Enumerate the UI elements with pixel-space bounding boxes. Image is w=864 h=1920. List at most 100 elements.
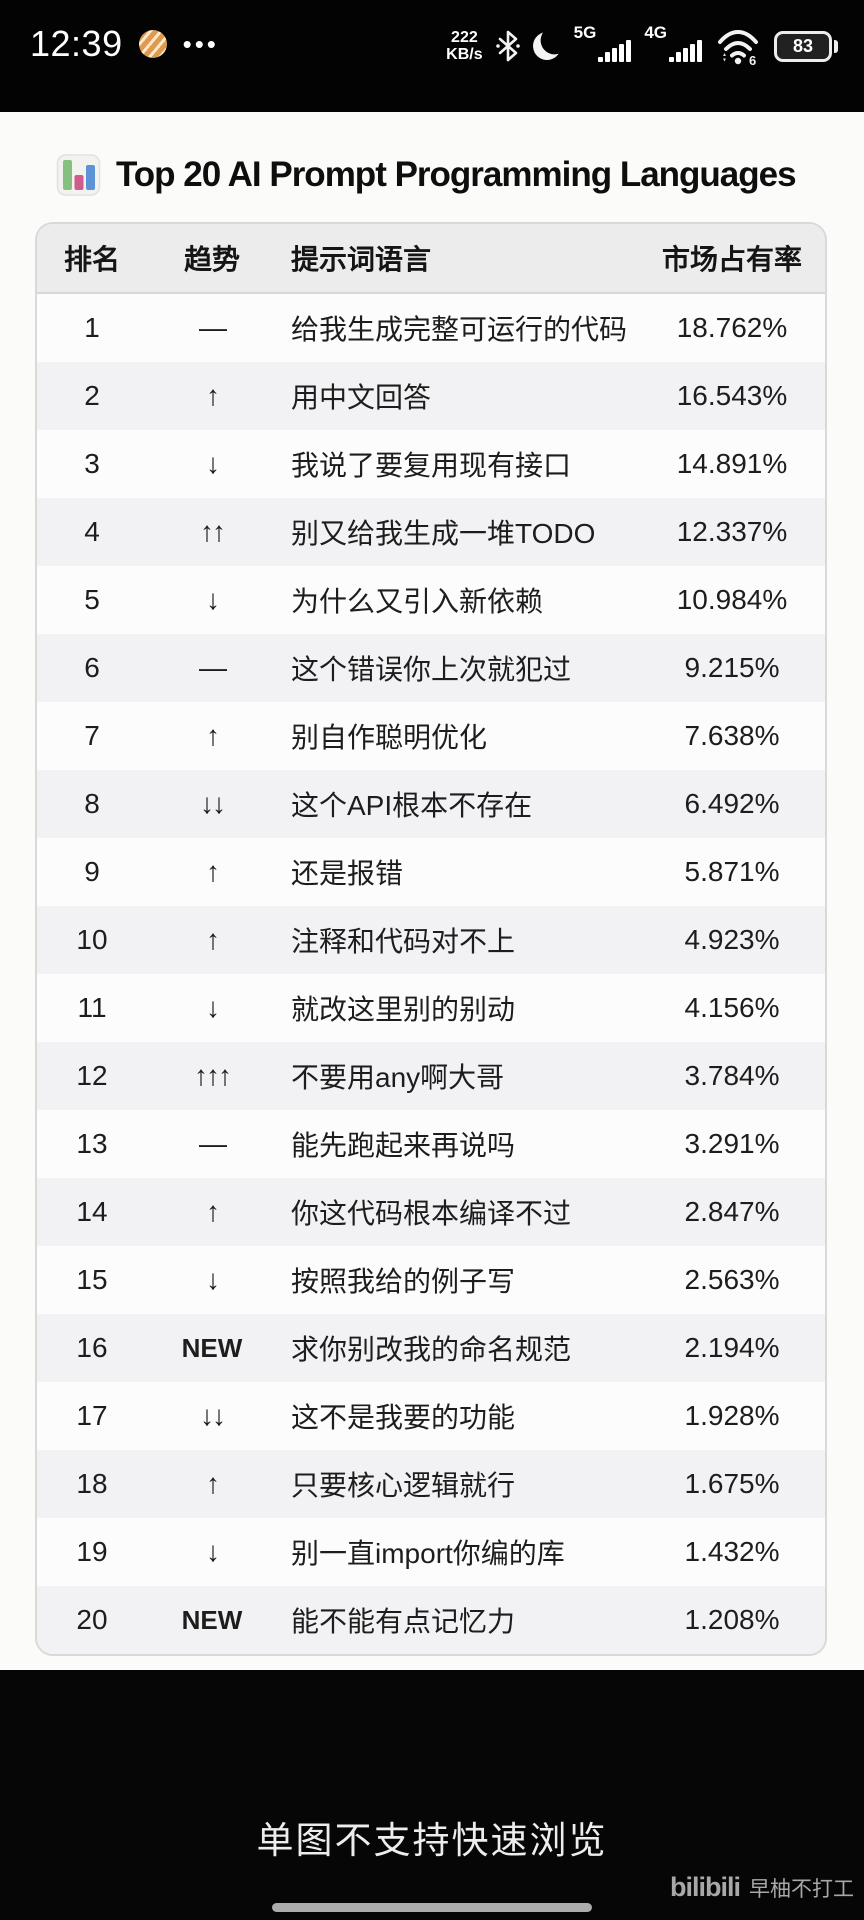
table-row: 13 — 能先跑起来再说吗 3.291%	[37, 1110, 825, 1178]
cell-rank: 12	[76, 1060, 108, 1091]
cell-share: 16.543%	[676, 380, 788, 411]
notification-app-icon	[138, 30, 167, 58]
status-time: 12:39	[30, 23, 123, 64]
cell-rank: 11	[77, 992, 107, 1023]
page-title: Top 20 AI Prompt Programming Languages	[116, 155, 797, 194]
cell-share: 4.156%	[684, 992, 780, 1023]
battery-icon: 83	[774, 30, 838, 62]
cell-prompt: 为什么又引入新依赖	[291, 586, 544, 617]
bar-chart-icon	[56, 154, 101, 196]
cell-prompt: 还是报错	[291, 858, 404, 889]
cell-rank: 7	[84, 720, 100, 751]
cell-trend: ↓	[206, 448, 220, 479]
cell-prompt: 只要核心逻辑就行	[291, 1470, 516, 1501]
table-row: 8 ↓↓ 这个API根本不存在 6.492%	[37, 770, 825, 838]
cell-rank: 14	[76, 1196, 108, 1227]
wifi-icon: 6	[715, 27, 761, 65]
watermark-username: 早柚不打工	[749, 1878, 854, 1901]
cell-rank: 1	[84, 312, 100, 343]
cell-rank: 9	[84, 856, 100, 887]
cell-rank: 5	[84, 584, 100, 615]
cell-trend: ↑	[206, 856, 220, 887]
cell-prompt: 别自作聪明优化	[291, 722, 488, 753]
table-row: 4 ↑↑ 别又给我生成一堆TODO 12.337%	[37, 498, 825, 566]
table-row: 17 ↓↓ 这不是我要的功能 1.928%	[37, 1382, 825, 1450]
cell-trend: —	[199, 652, 227, 683]
cell-prompt: 求你别改我的命名规范	[291, 1334, 572, 1365]
more-notifications-icon: •••	[182, 29, 219, 59]
cell-share: 1.208%	[684, 1604, 780, 1635]
table-row: 20 NEW 能不能有点记忆力 1.208%	[37, 1586, 825, 1654]
cell-share: 12.337%	[676, 516, 788, 547]
table-row: 11 ↓ 就改这里别的别动 4.156%	[37, 974, 825, 1042]
ranking-table: 排名 趋势 提示词语言 市场占有率 1 — 给我生成完整可运行的代码 18.762% 2…	[35, 222, 827, 1656]
cell-rank: 20	[76, 1604, 108, 1635]
cell-prompt: 我说了要复用现有接口	[291, 450, 572, 481]
bluetooth-icon	[495, 29, 520, 63]
battery-percent: 83	[774, 30, 832, 62]
cell-share: 5.871%	[684, 856, 780, 887]
wifi-standard-label: 6	[749, 53, 756, 65]
cell-prompt: 不要用any啊大哥	[291, 1062, 505, 1093]
table-row: 19 ↓ 别一直import你编的库 1.432%	[37, 1518, 825, 1586]
cell-trend: NEW	[181, 1604, 243, 1635]
cell-share: 18.762%	[676, 312, 788, 343]
cell-trend: ↓↓	[200, 1400, 226, 1431]
cell-rank: 17	[76, 1400, 108, 1431]
cell-prompt: 别一直import你编的库	[291, 1538, 565, 1569]
table-row: 18 ↑ 只要核心逻辑就行 1.675%	[37, 1450, 825, 1518]
column-header-rank: 排名	[63, 244, 120, 275]
do-not-disturb-moon-icon	[529, 28, 564, 63]
table-row: 5 ↓ 为什么又引入新依赖 10.984%	[37, 566, 825, 634]
table-row: 10 ↑ 注释和代码对不上 4.923%	[37, 906, 825, 974]
signal-bars-icon	[598, 40, 632, 68]
cell-rank: 16	[76, 1332, 108, 1363]
image-viewport[interactable]: Top 20 AI Prompt Programming Languages 排…	[0, 112, 864, 1670]
cell-prompt: 按照我给的例子写	[291, 1266, 516, 1297]
cell-trend: —	[199, 312, 227, 343]
table-row: 12 ↑↑↑ 不要用any啊大哥 3.784%	[37, 1042, 825, 1110]
cell-rank: 2	[84, 380, 100, 411]
cell-share: 1.928%	[684, 1400, 780, 1431]
cell-prompt: 能不能有点记忆力	[291, 1606, 516, 1637]
cell-share: 7.638%	[684, 720, 780, 751]
cell-trend: ↑↑↑	[194, 1060, 232, 1091]
cell-rank: 8	[84, 788, 100, 819]
cell-trend: ↓	[206, 1536, 220, 1567]
cell-trend: ↑	[206, 1468, 220, 1499]
cell-rank: 19	[76, 1536, 108, 1567]
cell-trend: ↑	[206, 924, 220, 955]
network-speed-value: 222	[451, 29, 478, 46]
cell-prompt: 这个API根本不存在	[291, 790, 533, 821]
cell-prompt: 给我生成完整可运行的代码	[291, 314, 628, 345]
cell-trend: ↓	[206, 584, 220, 615]
network-speed-unit: KB/s	[446, 46, 483, 63]
cell-share: 14.891%	[676, 448, 788, 479]
cell-prompt: 别又给我生成一堆TODO	[291, 518, 596, 549]
cell-share: 2.563%	[684, 1264, 780, 1295]
cell-share: 1.432%	[684, 1536, 780, 1567]
title-row: Top 20 AI Prompt Programming Languages	[0, 112, 864, 198]
column-header-prompt: 提示词语言	[291, 244, 432, 275]
network-type-label-5g: 5G	[573, 23, 597, 42]
cell-rank: 3	[84, 448, 100, 479]
cell-share: 3.784%	[684, 1060, 780, 1091]
cell-trend: ↓↓	[200, 788, 226, 819]
cell-prompt: 就改这里别的别动	[291, 994, 516, 1025]
viewer-footer: 单图不支持快速浏览 bilibili 早柚不打工	[0, 1670, 864, 1920]
cell-trend: —	[199, 1128, 227, 1159]
table-header: 排名 趋势 提示词语言 市场占有率	[37, 224, 825, 294]
cell-prompt: 这个错误你上次就犯过	[291, 654, 572, 685]
cell-trend: ↑	[206, 380, 220, 411]
cell-prompt: 你这代码根本编译不过	[291, 1198, 572, 1229]
table-row: 9 ↑ 还是报错 5.871%	[37, 838, 825, 906]
table-row: 2 ↑ 用中文回答 16.543%	[37, 362, 825, 430]
signal-5g: 5G	[574, 24, 632, 68]
home-indicator[interactable]	[272, 1903, 592, 1912]
cell-trend: ↑	[206, 720, 220, 751]
viewer-caption: 单图不支持快速浏览	[256, 1820, 608, 1861]
cell-share: 3.291%	[684, 1128, 780, 1159]
cell-share: 9.215%	[684, 652, 780, 683]
cell-trend: ↑	[206, 1196, 220, 1227]
